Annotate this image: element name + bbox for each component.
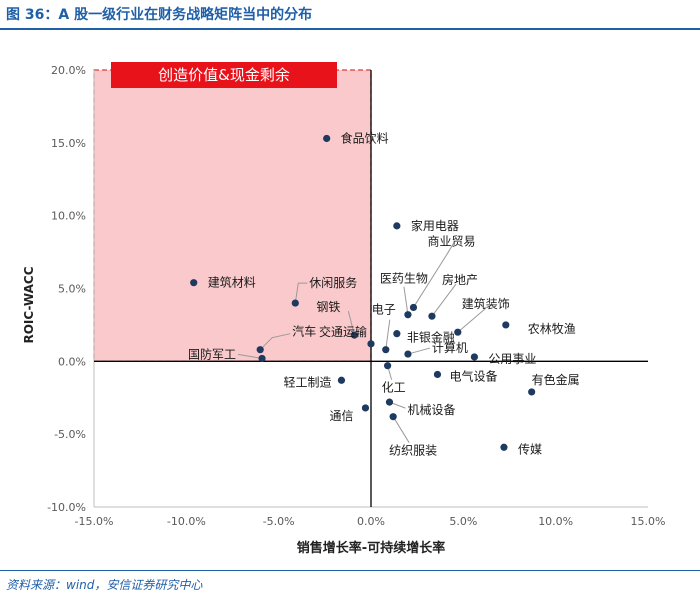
data-point: [361, 404, 370, 412]
data-point: [258, 354, 266, 363]
data-point: [337, 376, 346, 384]
scatter-chart: 创造价值&现金剩余 -15.0% -10.0% -5.0% 0.0% 5.0% 10.0%…: [22, 62, 666, 556]
point-label: 建筑材料: [208, 275, 256, 290]
point-label: 建筑装饰: [462, 296, 510, 311]
leader-line: [403, 286, 409, 315]
data-point: [433, 370, 442, 379]
leader-line: [392, 416, 410, 443]
point-label: 休闲服务: [309, 275, 357, 290]
data-point: [323, 134, 331, 143]
point-label: 国防军工: [188, 346, 236, 361]
data-point: [389, 413, 397, 421]
leader-line: [413, 243, 454, 308]
point-label: 轻工制造: [283, 375, 331, 389]
data-point: [500, 443, 508, 451]
data-point: [367, 340, 375, 348]
point-label: 传媒: [518, 441, 542, 456]
leader-line: [294, 282, 308, 304]
highlight-region: [93, 69, 372, 362]
highlight-badge: [111, 62, 337, 88]
point-label: 房地产: [442, 272, 478, 287]
y-tick-label: 20.0%: [51, 64, 86, 77]
data-point: [382, 346, 390, 354]
point-label: 计算机: [432, 340, 468, 355]
x-axis-title: 销售增长率-可持续增长率: [297, 540, 445, 556]
point-label: 食品饮料: [341, 130, 389, 145]
data-point: [404, 311, 412, 319]
leader-line: [347, 310, 355, 336]
source-divider: [0, 570, 700, 571]
y-tick-label: 0.0%: [58, 355, 86, 368]
figure-title: 图 36：A 股一级行业在财务战略矩阵当中的分布: [6, 7, 313, 23]
x-tick-label: -5.0%: [263, 515, 295, 528]
data-point: [528, 388, 536, 396]
data-point: [502, 321, 510, 329]
point-label: 纺织服装: [389, 444, 437, 458]
data-point: [470, 353, 479, 361]
data-point: [404, 350, 412, 358]
leader-line: [259, 333, 291, 351]
point-label: 非银金融: [407, 330, 455, 345]
data-point: [409, 303, 418, 312]
data-point: [428, 312, 436, 320]
title-divider: [0, 28, 700, 30]
point-label: 家用电器: [411, 218, 459, 233]
y-tick-label: 10.0%: [51, 210, 86, 223]
y-tick-label: 5.0%: [58, 283, 86, 296]
highlight-label: 创造价值&现金剩余: [158, 66, 290, 84]
y-axis-title: ROIC-WACC: [22, 266, 36, 343]
point-label: 化工: [382, 381, 406, 395]
data-point: [454, 328, 462, 336]
point-label: 商业贸易: [427, 233, 475, 248]
point-label: 汽车: [292, 324, 316, 339]
x-tick-label: -15.0%: [75, 515, 114, 528]
leader-line: [385, 319, 391, 350]
leader-line: [457, 307, 487, 333]
point-label: 有色金属: [532, 372, 580, 387]
data-point: [350, 331, 358, 339]
y-tick-label: -5.0%: [54, 428, 86, 441]
data-point: [291, 299, 299, 307]
data-point: [256, 346, 264, 354]
data-point: [393, 222, 401, 230]
leader-line: [407, 347, 431, 355]
x-tick-label: -10.0%: [167, 515, 206, 528]
source-note: 资料来源：wind，安信证券研究中心: [6, 578, 203, 592]
point-label: 交通运输: [319, 324, 367, 339]
point-label: 钢铁: [316, 300, 340, 314]
point-label: 农林牧渔: [528, 322, 576, 336]
leader-line: [237, 353, 263, 359]
point-label: 电子: [372, 303, 396, 317]
x-tick-label: 0.0%: [357, 515, 385, 528]
data-point: [384, 362, 392, 370]
point-label: 机械设备: [407, 402, 455, 417]
y-tick-label: 15.0%: [51, 137, 86, 150]
data-point: [385, 398, 394, 406]
data-point: [190, 279, 198, 287]
point-label: 通信: [329, 409, 353, 423]
data-point: [393, 330, 401, 338]
point-label: 医药生物: [380, 272, 428, 286]
x-tick-label: 10.0%: [538, 515, 573, 528]
leader-line: [431, 283, 457, 317]
y-tick-label: -10.0%: [47, 501, 86, 514]
x-tick-label: 5.0%: [449, 515, 477, 528]
point-label: 公用事业: [488, 352, 536, 366]
x-tick-label: 15.0%: [631, 515, 666, 528]
point-label: 电气设备: [449, 368, 497, 383]
